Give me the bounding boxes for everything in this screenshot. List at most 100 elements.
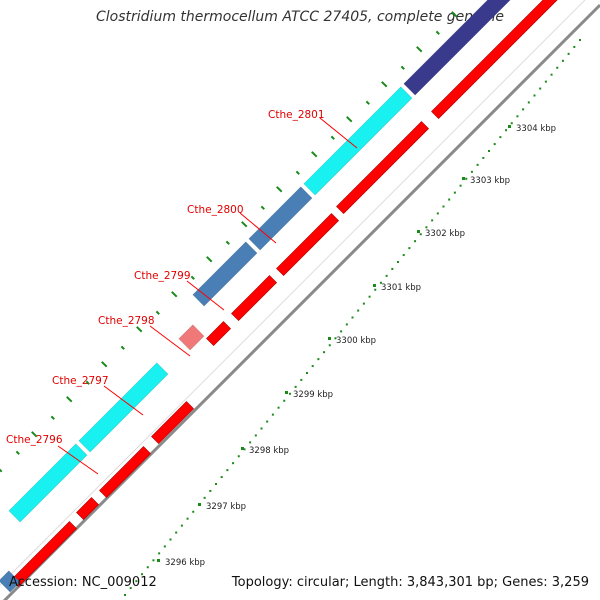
ruler-dot bbox=[135, 580, 138, 583]
ruler-dot bbox=[283, 399, 286, 402]
gene-leader-line bbox=[103, 385, 144, 416]
kbp-label: 3296 kbp bbox=[165, 558, 205, 568]
ruler-dot bbox=[328, 344, 331, 347]
ruler-dot bbox=[488, 150, 490, 152]
ruler-dot bbox=[436, 212, 439, 215]
ruler-dot bbox=[311, 365, 314, 368]
accession-text: Accession: NC_009012 bbox=[9, 575, 157, 590]
ruler-dot bbox=[203, 496, 206, 499]
ruler-dot bbox=[300, 378, 303, 381]
ruler-dot bbox=[391, 267, 394, 270]
upper-tick-mark bbox=[15, 450, 20, 455]
gene-label: Cthe_2799 bbox=[134, 270, 191, 282]
upper-gene-segment bbox=[403, 0, 511, 96]
kbp-major-tick bbox=[198, 503, 201, 506]
ruler-dot bbox=[561, 59, 564, 62]
ruler-dot bbox=[499, 136, 502, 139]
ruler-dot bbox=[226, 469, 229, 472]
ruler-dot bbox=[254, 434, 257, 437]
gene-leader-line bbox=[186, 280, 225, 311]
ruler-dot bbox=[425, 226, 428, 229]
upper-tick-mark bbox=[416, 46, 423, 53]
ruler-dot bbox=[567, 52, 570, 55]
ruler-dot bbox=[169, 538, 172, 541]
upper-tick-mark bbox=[120, 345, 125, 350]
ruler-dot bbox=[505, 129, 508, 132]
upper-gene-segment bbox=[8, 443, 88, 523]
upper-tick-mark bbox=[241, 221, 248, 228]
kbp-label: 3300 kbp bbox=[336, 336, 376, 346]
ruler-dot bbox=[323, 351, 326, 354]
upper-tick-mark bbox=[276, 186, 283, 193]
red-gene-segment bbox=[151, 401, 195, 445]
red-gene-segment bbox=[99, 446, 152, 499]
upper-tick-mark bbox=[171, 291, 178, 298]
red-gene-segment bbox=[276, 213, 340, 277]
upper-tick-mark bbox=[400, 65, 405, 70]
ruler-dot bbox=[317, 358, 320, 361]
ruler-dot bbox=[249, 441, 252, 444]
ruler-dot bbox=[345, 323, 348, 326]
ruler-dot bbox=[266, 420, 269, 423]
ruler-dot bbox=[180, 524, 183, 527]
ruler-dot bbox=[192, 510, 195, 513]
upper-tick-mark bbox=[155, 310, 160, 315]
upper-tick-mark bbox=[311, 151, 318, 158]
red-gene-segment bbox=[206, 321, 232, 347]
ruler-dot bbox=[379, 281, 382, 284]
ruler-dot bbox=[175, 531, 178, 534]
ruler-dot bbox=[374, 288, 377, 291]
ruler-dot bbox=[357, 309, 360, 312]
ruler-dot bbox=[152, 559, 155, 562]
ruler-dot bbox=[476, 163, 479, 166]
genome-summary-text: Topology: circular; Length: 3,843,301 bp… bbox=[231, 575, 589, 590]
ruler-dot bbox=[544, 80, 547, 83]
upper-tick-mark bbox=[190, 275, 195, 280]
ruler-dot bbox=[397, 261, 399, 263]
upper-tick-mark bbox=[0, 468, 3, 473]
kbp-label: 3302 kbp bbox=[425, 229, 465, 239]
ruler-dot bbox=[163, 545, 166, 548]
ruler-dot bbox=[277, 406, 280, 409]
ruler-dot bbox=[351, 316, 354, 319]
ruler-dot bbox=[419, 233, 422, 236]
ruler-dot bbox=[465, 177, 468, 180]
upper-tick-mark bbox=[101, 361, 108, 368]
upper-tick-mark bbox=[365, 100, 370, 105]
ruler-dot bbox=[431, 219, 434, 222]
ruler-dot bbox=[334, 337, 337, 340]
upper-gene-segment bbox=[248, 186, 313, 251]
ruler-dot bbox=[556, 66, 559, 69]
upper-tick-mark bbox=[295, 170, 300, 175]
ruler-dot bbox=[414, 240, 417, 243]
upper-tick-mark bbox=[85, 380, 90, 385]
upper-tick-mark bbox=[66, 396, 73, 403]
kbp-major-tick bbox=[285, 391, 288, 394]
ruler-dot bbox=[533, 94, 536, 97]
upper-tick-mark bbox=[31, 431, 38, 438]
ruler-dot bbox=[493, 143, 496, 146]
map-labels: 3304 kbp 3303 kbp 3302 kbp 3301 kbp 3300 kbp… bbox=[6, 109, 556, 568]
ruler-dot bbox=[340, 330, 343, 333]
ruler-dot bbox=[209, 489, 212, 492]
kbp-major-tick bbox=[417, 230, 420, 233]
upper-tick-mark bbox=[451, 11, 458, 18]
kbp-major-tick bbox=[373, 284, 376, 287]
backbone-shadow bbox=[0, 0, 586, 586]
upper-gene-segment bbox=[303, 86, 413, 196]
ruler-dot bbox=[368, 295, 371, 298]
upper-gene-segment bbox=[0, 570, 21, 593]
upper-tick-mark bbox=[225, 240, 230, 245]
ruler-dot bbox=[294, 385, 297, 388]
ruler-dot bbox=[232, 462, 235, 465]
gene-leader-line bbox=[149, 325, 191, 357]
ruler-dot bbox=[243, 448, 246, 451]
ruler-dot bbox=[288, 392, 291, 395]
kbp-label: 3303 kbp bbox=[470, 176, 510, 186]
kbp-major-tick bbox=[157, 559, 160, 562]
ruler-dot bbox=[516, 115, 519, 118]
upper-tick-mark bbox=[330, 135, 335, 140]
ruler-dot bbox=[539, 87, 542, 90]
kbp-label: 3301 kbp bbox=[381, 283, 421, 293]
kbp-major-tick bbox=[508, 125, 511, 128]
